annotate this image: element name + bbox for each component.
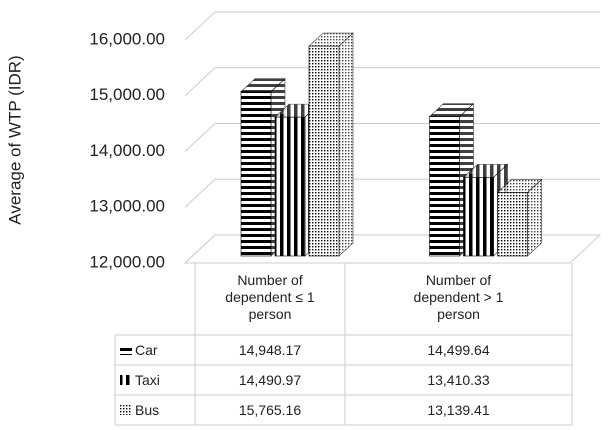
- table-value: 15,765.16: [238, 402, 302, 418]
- table-value: 14,948.17: [238, 342, 302, 358]
- y-tick-label: 13,000.00: [89, 197, 165, 216]
- bar: [274, 116, 306, 257]
- grid-line: [184, 11, 600, 41]
- y-tick-label: 16,000.00: [89, 29, 165, 48]
- bar: [497, 192, 528, 257]
- bar-side: [527, 178, 542, 257]
- bar: [429, 116, 460, 257]
- category-label: Number of dependent ≤ 1 person: [225, 272, 315, 322]
- legend-key: [120, 375, 132, 385]
- legend-key: [120, 405, 132, 415]
- bar: [463, 177, 494, 257]
- legend-key: [120, 345, 132, 355]
- y-tick-label: 15,000.00: [89, 85, 165, 104]
- bar: [240, 91, 272, 257]
- legend-label: Car: [135, 342, 158, 358]
- category-label: Number of dependent > 1 person: [413, 272, 504, 322]
- y-tick-label: 12,000.00: [89, 252, 165, 271]
- table-value: 13,139.41: [427, 402, 490, 418]
- grid-line: [184, 67, 600, 97]
- data-table-lines: [114, 263, 573, 426]
- bar-side: [338, 32, 354, 257]
- table-value: 14,490.97: [238, 372, 302, 388]
- legend-label: Taxi: [135, 372, 160, 388]
- bar: [308, 45, 340, 257]
- legend-label: Bus: [135, 402, 160, 418]
- table-value: 14,499.64: [427, 342, 490, 358]
- y-axis-label: Average of WTP (IDR): [5, 55, 24, 224]
- table-value: 13,410.33: [427, 372, 490, 388]
- y-tick-label: 14,000.00: [89, 141, 165, 160]
